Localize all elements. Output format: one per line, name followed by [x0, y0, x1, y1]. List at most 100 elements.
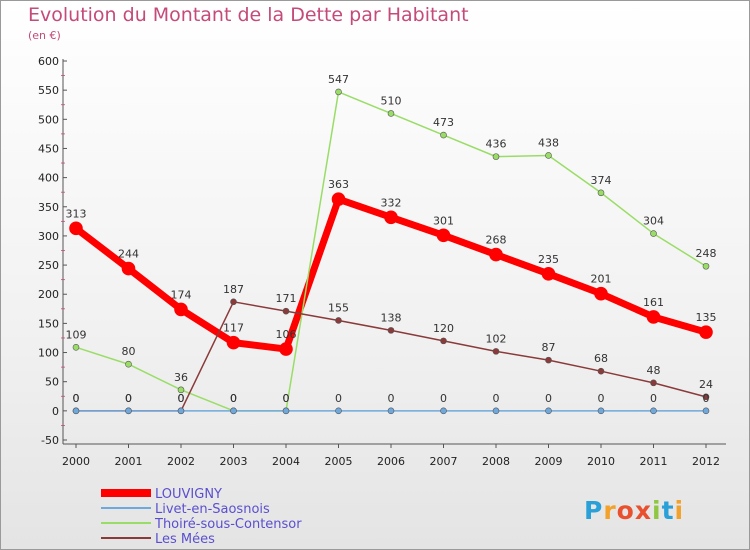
data-label-les-mees: 120	[433, 322, 454, 335]
y-tick-label: 500	[38, 113, 59, 126]
data-point-thoire-sous-contensor	[125, 360, 132, 368]
y-tick-label: 550	[38, 84, 59, 97]
x-tick-label: 2009	[535, 455, 563, 468]
y-tick-label: 0	[52, 405, 59, 418]
data-label-les-mees: 0	[178, 392, 185, 405]
data-label-thoire-sous-contensor: 0	[283, 392, 290, 405]
data-point-louvigny	[594, 286, 608, 301]
data-point-livet-en-saosnois	[597, 407, 605, 415]
data-label-livet-en-saosnois: 0	[283, 392, 290, 405]
x-tick-label: 2011	[640, 455, 668, 468]
data-point-livet-en-saosnois	[177, 407, 185, 415]
data-point-livet-en-saosnois	[72, 407, 80, 415]
data-label-thoire-sous-contensor: 36	[174, 371, 188, 384]
data-label-livet-en-saosnois: 0	[230, 392, 237, 405]
data-label-louvigny: 235	[538, 253, 559, 266]
data-label-les-mees: 102	[486, 332, 507, 345]
data-point-louvigny	[331, 192, 346, 206]
data-point-louvigny	[69, 221, 83, 236]
data-point-thoire-sous-contensor	[597, 189, 605, 197]
data-label-louvigny: 268	[486, 234, 507, 247]
data-label-thoire-sous-contensor: 436	[486, 138, 507, 151]
data-point-livet-en-saosnois	[335, 407, 342, 415]
data-label-les-mees: 138	[381, 311, 402, 324]
legend-label-louvigny: LOUVIGNY	[155, 487, 222, 502]
data-point-les-mees	[440, 337, 447, 345]
y-tick-label: 600	[38, 55, 59, 68]
y-tick-label: 50	[45, 376, 59, 389]
data-point-thoire-sous-contensor	[702, 262, 710, 270]
data-point-thoire-sous-contensor	[335, 88, 342, 96]
y-tick-label: 300	[38, 230, 59, 243]
data-label-livet-en-saosnois: 0	[440, 392, 447, 405]
data-label-livet-en-saosnois: 0	[703, 392, 710, 405]
data-point-thoire-sous-contensor	[545, 152, 552, 159]
data-point-louvigny	[174, 302, 188, 317]
proxiti-logo: Proxiti	[584, 496, 684, 525]
data-label-livet-en-saosnois: 0	[125, 392, 132, 405]
x-tick-label: 2005	[325, 455, 353, 468]
data-point-livet-en-saosnois	[545, 407, 552, 415]
series-line-thoire-sous-contensor	[75, 91, 707, 412]
data-point-thoire-sous-contensor	[650, 230, 657, 237]
data-label-louvigny: 174	[171, 288, 192, 301]
data-label-les-mees: 187	[223, 283, 244, 296]
data-point-livet-en-saosnois	[492, 407, 500, 415]
data-label-louvigny: 363	[328, 178, 349, 191]
chart-subtitle: (en €)	[28, 29, 61, 42]
x-tick-label: 2002	[167, 455, 195, 468]
data-point-thoire-sous-contensor	[492, 153, 500, 160]
data-point-livet-en-saosnois	[387, 407, 395, 415]
data-label-livet-en-saosnois: 0	[335, 392, 342, 405]
y-tick-label: 350	[38, 201, 59, 214]
x-tick-label: 2007	[430, 455, 458, 468]
data-point-livet-en-saosnois	[125, 407, 132, 415]
data-label-les-mees: 0	[125, 392, 132, 405]
data-point-louvigny	[226, 335, 241, 350]
data-point-les-mees	[335, 317, 342, 324]
data-point-les-mees	[492, 348, 500, 355]
x-tick-label: 2008	[482, 455, 510, 468]
y-tick-label: -50	[41, 434, 59, 447]
x-tick-label: 2006	[377, 455, 405, 468]
y-tick-label: 100	[38, 347, 59, 360]
x-tick-label: 2010	[587, 455, 615, 468]
data-label-thoire-sous-contensor: 248	[696, 247, 717, 260]
data-point-thoire-sous-contensor	[177, 386, 185, 394]
legend-label-les-mees: Les Mées	[155, 532, 215, 547]
legend-label-thoire-sous-contensor: Thoiré-sous-Contensor	[154, 517, 302, 532]
data-point-louvigny	[489, 247, 503, 262]
data-point-livet-en-saosnois	[440, 407, 447, 415]
x-tick-label: 2001	[115, 455, 143, 468]
data-label-thoire-sous-contensor: 547	[328, 73, 349, 86]
data-point-les-mees	[545, 356, 552, 364]
data-point-louvigny	[121, 261, 136, 276]
data-point-thoire-sous-contensor	[72, 343, 80, 351]
data-label-louvigny: 244	[118, 248, 139, 261]
data-point-les-mees	[230, 298, 237, 306]
data-label-livet-en-saosnois: 0	[545, 392, 552, 405]
data-label-les-mees: 24	[699, 378, 713, 391]
data-point-thoire-sous-contensor	[387, 110, 395, 117]
data-label-louvigny: 332	[381, 196, 402, 209]
data-label-les-mees: 68	[594, 352, 608, 365]
data-point-les-mees	[650, 379, 657, 387]
data-point-livet-en-saosnois	[650, 407, 657, 415]
data-label-louvigny: 201	[591, 273, 612, 286]
data-point-les-mees	[282, 307, 290, 315]
data-label-thoire-sous-contensor: 374	[591, 174, 612, 187]
data-label-livet-en-saosnois: 0	[73, 392, 80, 405]
data-point-louvigny	[541, 267, 556, 281]
data-point-livet-en-saosnois	[702, 407, 710, 415]
data-label-les-mees: 48	[647, 364, 661, 377]
data-label-thoire-sous-contensor: 473	[433, 116, 454, 129]
data-label-livet-en-saosnois: 0	[598, 392, 605, 405]
data-label-louvigny: 313	[66, 207, 87, 220]
data-label-louvigny: 135	[696, 311, 717, 324]
y-tick-label: 150	[38, 317, 59, 330]
y-tick-label: 450	[38, 142, 59, 155]
legend-label-livet-en-saosnois: Livet-en-Saosnois	[155, 502, 270, 517]
data-label-thoire-sous-contensor: 304	[643, 215, 664, 228]
